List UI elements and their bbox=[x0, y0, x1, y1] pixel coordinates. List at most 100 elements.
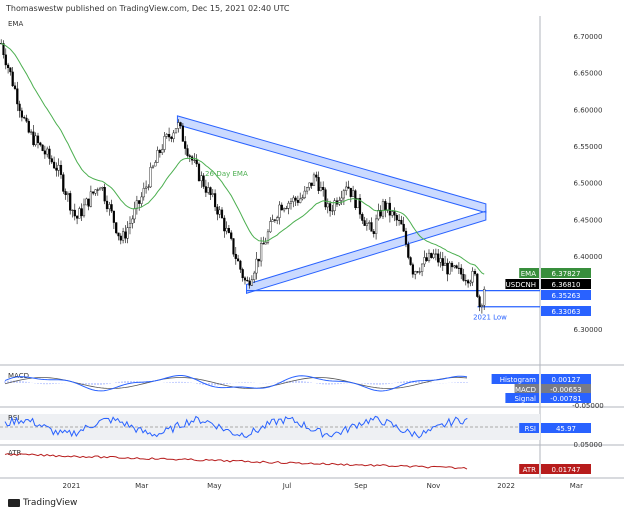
candle-body bbox=[48, 148, 51, 159]
candle-body bbox=[80, 208, 83, 217]
price-label: 6.37827 bbox=[552, 270, 581, 278]
candle-body bbox=[480, 305, 483, 307]
candle-body bbox=[262, 243, 265, 245]
label-name-bg bbox=[505, 393, 539, 403]
candle-body bbox=[103, 187, 106, 202]
candle-body bbox=[303, 190, 306, 198]
candle-body bbox=[402, 223, 405, 232]
candle-body bbox=[209, 187, 212, 195]
candle-body bbox=[384, 201, 387, 211]
macd-line bbox=[4, 375, 468, 392]
candle-body bbox=[71, 209, 74, 211]
y-tick-label: 6.50000 bbox=[574, 180, 603, 188]
candle-body bbox=[285, 208, 288, 210]
candle-body bbox=[234, 253, 237, 259]
price-label: 0.01747 bbox=[552, 466, 581, 474]
tradingview-logo[interactable]: TradingView bbox=[8, 498, 77, 508]
ema-annotation: 26-Day EMA bbox=[205, 170, 248, 178]
candle-body bbox=[255, 258, 258, 274]
candle-body bbox=[32, 131, 35, 146]
candle-body bbox=[36, 135, 40, 144]
candle-body bbox=[416, 271, 419, 273]
candle-body bbox=[46, 148, 49, 155]
y-tick-label: 6.45000 bbox=[574, 216, 603, 224]
candle-body bbox=[276, 217, 279, 221]
candle-body bbox=[319, 187, 322, 191]
candle-body bbox=[356, 197, 359, 209]
candle-body bbox=[448, 262, 451, 275]
candle-body bbox=[411, 264, 414, 275]
candle-body bbox=[446, 262, 449, 275]
candle-body bbox=[457, 267, 460, 269]
candle-body bbox=[441, 258, 444, 266]
candle-body bbox=[372, 231, 375, 234]
candle-body bbox=[126, 227, 129, 239]
candle-body bbox=[29, 131, 33, 133]
x-tick-label: Sep bbox=[354, 482, 368, 490]
candle-body bbox=[25, 117, 28, 122]
candle-body bbox=[466, 280, 470, 284]
candle-body bbox=[370, 222, 373, 232]
candle-body bbox=[110, 204, 113, 212]
candle-body bbox=[174, 128, 178, 134]
candle-body bbox=[296, 200, 299, 203]
candle-body bbox=[220, 209, 224, 219]
candle-body bbox=[78, 208, 81, 219]
candle-body bbox=[98, 187, 102, 191]
y-tick-label: 6.70000 bbox=[574, 33, 603, 41]
pane-label-rsi: RSI bbox=[8, 414, 19, 422]
candle-body bbox=[363, 220, 366, 226]
candle-body bbox=[135, 200, 138, 209]
candle-body bbox=[418, 271, 421, 273]
candle-body bbox=[471, 271, 474, 283]
candle-body bbox=[204, 186, 207, 193]
x-tick-label: 2021 bbox=[63, 482, 81, 490]
candle-body bbox=[310, 182, 313, 186]
candle-body bbox=[269, 221, 272, 233]
candle-body bbox=[409, 257, 412, 265]
candle-body bbox=[13, 85, 17, 89]
candle-body bbox=[347, 186, 350, 189]
candle-body bbox=[280, 204, 283, 211]
label-name: Histogram bbox=[500, 376, 536, 384]
candle-body bbox=[469, 281, 472, 284]
x-tick-label: Jul bbox=[282, 482, 292, 490]
candle-body bbox=[112, 210, 115, 223]
candle-body bbox=[55, 167, 58, 171]
candle-body bbox=[165, 134, 168, 137]
candle-body bbox=[16, 88, 19, 105]
label-name: ATR bbox=[523, 466, 537, 474]
ema-line bbox=[1, 43, 485, 275]
candle-body bbox=[133, 208, 136, 220]
label-name-bg bbox=[514, 384, 539, 394]
candle-body bbox=[92, 191, 95, 194]
candle-body bbox=[188, 155, 191, 157]
x-tick-label: Mar bbox=[135, 482, 148, 490]
tv-logo-icon bbox=[8, 499, 20, 507]
candle-body bbox=[50, 158, 53, 163]
candle-body bbox=[225, 228, 228, 232]
candle-body bbox=[381, 201, 385, 217]
candle-body bbox=[85, 198, 88, 206]
candle-body bbox=[271, 219, 274, 222]
candle-body bbox=[342, 190, 345, 199]
candle-body bbox=[391, 211, 394, 216]
candle-body bbox=[455, 265, 458, 269]
label-name: RSI bbox=[525, 425, 536, 433]
label-name-bg bbox=[519, 464, 539, 474]
candle-body bbox=[453, 265, 456, 268]
candle-body bbox=[94, 189, 97, 194]
candle-body bbox=[223, 217, 226, 232]
y-tick-label: 6.55000 bbox=[574, 143, 603, 151]
price-label-bg bbox=[541, 384, 591, 394]
x-tick-label: Nov bbox=[427, 482, 441, 490]
price-label: 6.35263 bbox=[552, 292, 581, 300]
candle-body bbox=[248, 280, 251, 286]
candle-body bbox=[43, 150, 46, 155]
candle-body bbox=[57, 164, 60, 171]
y-tick-label: 6.60000 bbox=[574, 106, 603, 114]
candle-body bbox=[179, 122, 182, 127]
candle-body bbox=[18, 103, 21, 111]
candle-body bbox=[186, 148, 189, 156]
